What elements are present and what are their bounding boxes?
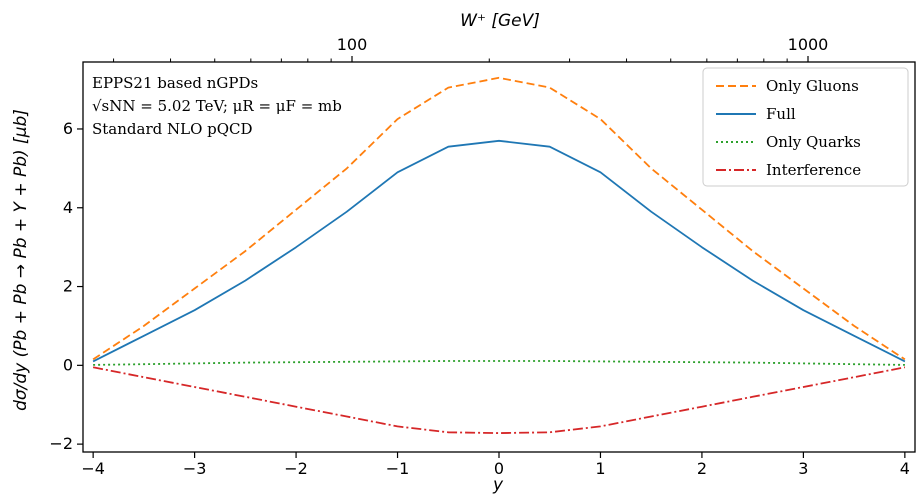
legend-box	[702, 67, 909, 187]
series-line-only-gluons	[92, 76, 906, 361]
x-tick-label: −3	[183, 459, 207, 478]
y-tick-label: 2	[63, 277, 73, 296]
x-tick-label: −1	[386, 459, 410, 478]
legend-entries: Only Gluons Full Only Quarks Interference	[716, 77, 861, 179]
x-tick-label: 2	[697, 459, 707, 478]
ticks-layer: −4 −3 −2 −1 0 1 2 3 4 −2 0 2 4 6 100 1000	[49, 35, 910, 478]
y-tick-label: 4	[63, 198, 73, 217]
annotation-line-1: EPPS21 based nGPDs	[92, 74, 258, 92]
x-tick-label: 0	[494, 459, 504, 478]
legend: Only Gluons Full Only Quarks Interference	[702, 67, 909, 187]
top-tick-label: 100	[337, 35, 368, 54]
annotation-line-3: Standard NLO pQCD	[92, 120, 253, 138]
series-line-full	[92, 139, 906, 363]
legend-label: Interference	[766, 161, 861, 179]
series-layer	[92, 76, 906, 435]
y-axis-title: dσ/dy (Pb + Pb → Pb + Υ + Pb) [μb]	[11, 109, 31, 411]
x-tick-label: 3	[798, 459, 808, 478]
legend-label: Full	[766, 105, 796, 123]
y-tick-label: 0	[63, 355, 73, 374]
top-axis-title: W⁺ [GeV]	[460, 11, 540, 31]
legend-label: Only Quarks	[766, 133, 861, 151]
x-tick-label: −4	[81, 459, 105, 478]
top-tick-label: 1000	[788, 35, 829, 54]
x-tick-label: −2	[284, 459, 308, 478]
x-axis-title: y	[492, 475, 504, 495]
series-line-only-quarks	[93, 360, 905, 366]
annotation-line-2: √sNN = 5.02 TeV; μR = μF = mb	[92, 97, 342, 115]
series-line-interference	[92, 366, 906, 435]
x-tick-label: 1	[595, 459, 605, 478]
legend-label: Only Gluons	[766, 77, 859, 95]
y-tick-label: 6	[63, 119, 73, 138]
x-tick-label: 4	[900, 459, 910, 478]
y-tick-label: −2	[49, 434, 73, 453]
